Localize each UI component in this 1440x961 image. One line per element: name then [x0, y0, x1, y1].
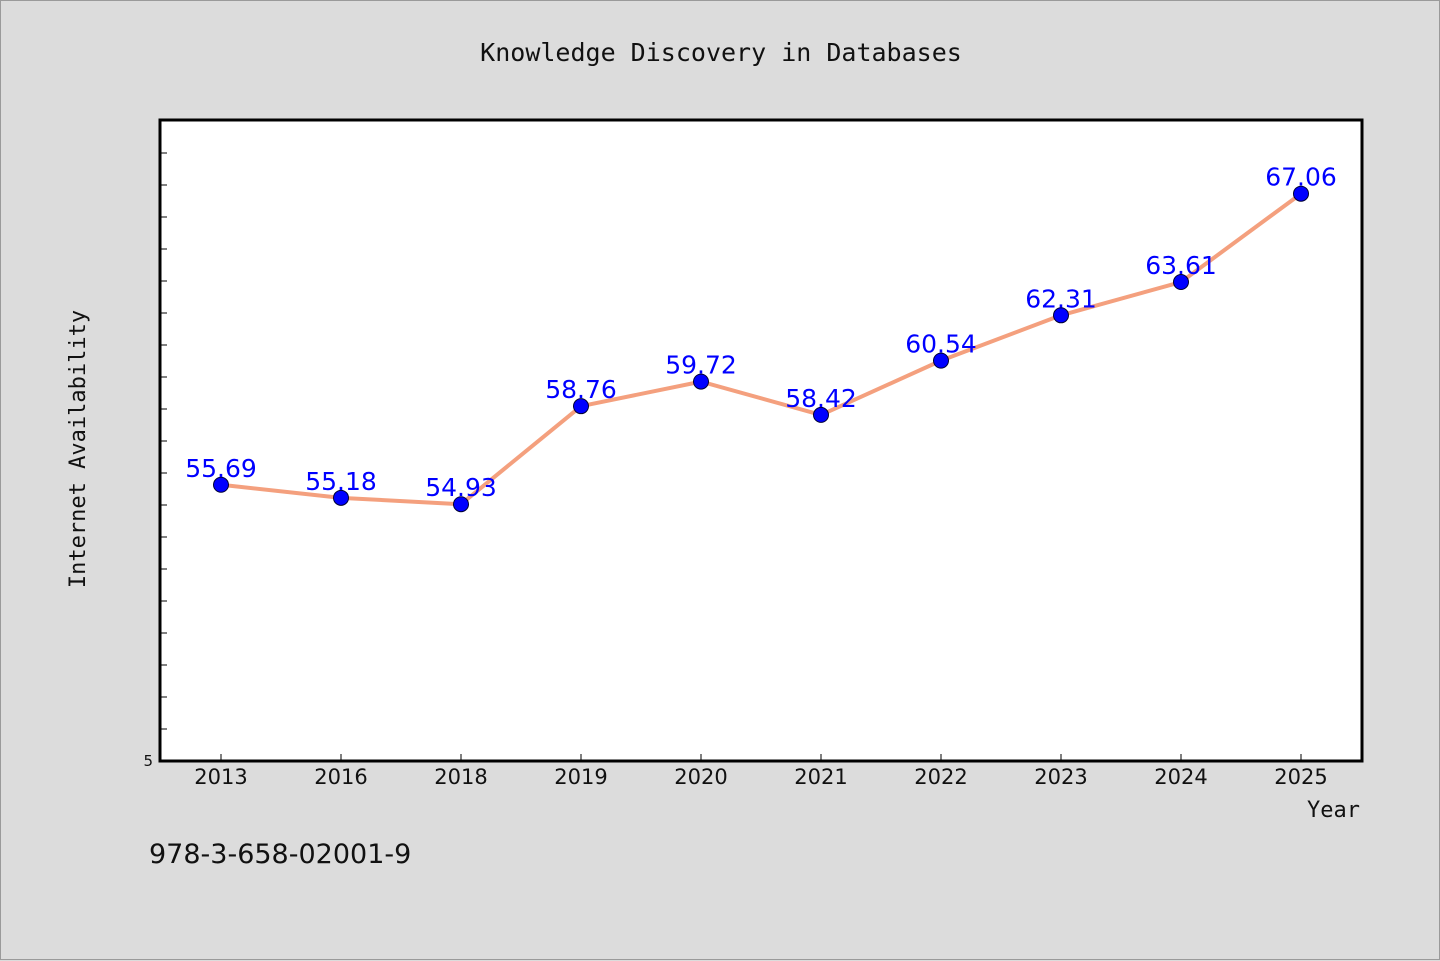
- series-group: 55.69 55.18 54.93 58.76 59.72 58.42 60.54 62.31…: [185, 163, 1337, 513]
- x-tick-label: 2018: [434, 765, 487, 789]
- plot-area: [158, 118, 1364, 763]
- data-label: 62.31: [1025, 284, 1097, 313]
- data-label: 58.76: [545, 375, 617, 404]
- data-label: 59.72: [665, 351, 737, 380]
- x-tick-label: 2013: [194, 765, 247, 789]
- data-point: [693, 373, 709, 390]
- data-label: 58.42: [785, 384, 857, 413]
- data-label: 63.61: [1145, 251, 1217, 280]
- y-axis-ticks: [161, 152, 167, 762]
- data-point: [1053, 307, 1069, 324]
- data-point: [333, 489, 349, 506]
- data-label: 55.18: [305, 467, 377, 496]
- data-point: [1293, 185, 1309, 202]
- data-point: [573, 398, 589, 415]
- y-axis-title: Internet Availability: [66, 310, 91, 588]
- x-tick-label: 2019: [554, 765, 607, 789]
- data-label: 67.06: [1265, 163, 1337, 192]
- y-tick-label: 5: [143, 752, 153, 770]
- data-point: [933, 352, 949, 369]
- x-tick-label: 2024: [1154, 765, 1207, 789]
- data-point: [1173, 274, 1189, 291]
- x-tick-label: 2022: [914, 765, 967, 789]
- data-point: [813, 406, 829, 423]
- x-axis-title: Year: [1307, 798, 1360, 823]
- data-label: 55.69: [185, 454, 257, 483]
- x-tick-label: 2020: [674, 765, 727, 789]
- data-point: [453, 496, 469, 513]
- footer-id: 978-3-658-02001-9: [149, 839, 411, 870]
- x-tick-label: 2023: [1034, 765, 1087, 789]
- series-line: [219, 191, 1303, 507]
- x-tick-label: 2021: [794, 765, 847, 789]
- data-point: [213, 476, 229, 493]
- x-axis-ticks: 2013 2016 2018 2019 2020 2021 2022 2023 2024 2025: [194, 754, 1328, 789]
- data-label: 54.93: [425, 473, 497, 502]
- chart-title: Knowledge Discovery in Databases: [480, 38, 962, 67]
- x-tick-label: 2025: [1274, 765, 1327, 789]
- x-tick-label: 2016: [314, 765, 367, 789]
- data-label: 60.54: [905, 330, 977, 359]
